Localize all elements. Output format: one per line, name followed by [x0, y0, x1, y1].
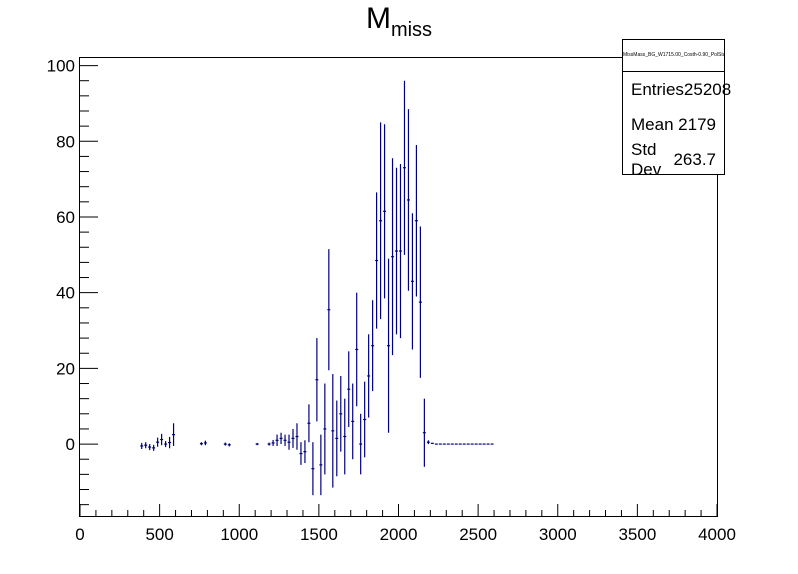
data-point	[323, 383, 327, 475]
x-tick-label: 3000	[539, 525, 577, 544]
data-point	[422, 398, 426, 467]
stats-label: Std Dev	[631, 139, 662, 179]
y-axis: 0 20 40 60 80 100	[47, 57, 98, 506]
data-point	[410, 213, 414, 350]
data-point	[303, 440, 307, 464]
x-tick-label: 3500	[618, 525, 656, 544]
chart-title-subscript: miss	[390, 19, 433, 41]
data-point	[406, 109, 410, 291]
data-points	[140, 80, 494, 496]
data-point	[227, 443, 231, 447]
x-tick-label: 500	[145, 525, 173, 544]
x-axis: 0 500 1000 1500 2000 2500 3000 3500 4000	[75, 504, 736, 544]
data-point	[295, 423, 299, 450]
plot-frame	[79, 57, 718, 517]
data-point	[387, 258, 391, 433]
stats-value: 263.7	[673, 149, 716, 169]
data-point	[367, 334, 371, 418]
data-point	[375, 192, 379, 329]
data-point	[203, 440, 207, 446]
data-point	[311, 442, 315, 496]
x-tick-label: 2500	[459, 525, 497, 544]
data-point	[331, 374, 335, 488]
data-point	[339, 375, 343, 452]
stats-value: 25208	[683, 79, 732, 99]
x-tick-label: 0	[75, 525, 84, 544]
data-point	[371, 300, 375, 392]
data-point	[164, 441, 168, 448]
data-point	[315, 338, 319, 422]
data-point	[291, 428, 295, 448]
data-point	[319, 434, 323, 496]
y-tick-label: 0	[66, 435, 75, 454]
data-point	[363, 381, 367, 458]
chart-title-main: M	[365, 2, 391, 35]
data-point	[398, 163, 402, 339]
stats-value: 2179	[678, 114, 716, 134]
y-tick-label: 100	[47, 57, 75, 76]
data-point	[418, 226, 422, 378]
data-point	[168, 436, 172, 449]
data-point	[199, 442, 203, 446]
data-point	[343, 398, 347, 475]
y-tick-label: 40	[56, 284, 75, 303]
stats-label: Mean	[631, 114, 674, 134]
stats-row-mean: Mean 2179	[623, 107, 724, 142]
stats-histogram-name: MissMass_BG_W1715.00_Costh-0.90_PolState…	[623, 40, 724, 72]
data-point	[283, 434, 287, 446]
data-point	[148, 444, 152, 451]
data-point	[335, 400, 339, 477]
data-point	[267, 442, 271, 446]
data-point	[347, 351, 351, 428]
data-point	[275, 434, 279, 446]
data-point	[160, 433, 164, 446]
data-point	[140, 442, 144, 450]
data-point	[307, 404, 311, 443]
data-point	[299, 442, 303, 465]
data-point	[379, 122, 383, 320]
data-point	[144, 442, 148, 449]
data-point	[223, 442, 227, 446]
data-point	[402, 80, 406, 255]
data-point	[391, 158, 395, 356]
x-tick-label: 1000	[220, 525, 258, 544]
data-point	[279, 432, 283, 445]
chart-title: Mmiss	[0, 2, 798, 41]
stats-label: Entries	[631, 79, 684, 99]
data-point	[156, 437, 160, 447]
data-point	[426, 440, 430, 445]
stats-box: MissMass_BG_W1715.00_Costh-0.90_PolState…	[622, 39, 731, 179]
data-point	[287, 434, 291, 450]
data-point	[355, 292, 359, 407]
data-point	[383, 124, 387, 299]
y-tick-label: 20	[56, 359, 75, 378]
stats-row-stddev: Std Dev 263.7	[623, 139, 724, 179]
x-tick-label: 1500	[300, 525, 338, 544]
x-tick-label: 2000	[380, 525, 418, 544]
y-tick-label: 60	[56, 208, 75, 227]
data-point	[395, 167, 399, 335]
data-point	[271, 439, 275, 446]
data-point	[327, 249, 331, 371]
data-point	[359, 413, 363, 475]
x-tick-label: 4000	[698, 525, 736, 544]
data-point	[414, 145, 418, 297]
y-tick-label: 80	[56, 132, 75, 151]
stats-row-entries: Entries 25208	[623, 72, 731, 107]
data-point	[152, 444, 156, 451]
data-point	[172, 423, 176, 446]
data-point	[351, 383, 355, 460]
data-point	[255, 442, 259, 446]
